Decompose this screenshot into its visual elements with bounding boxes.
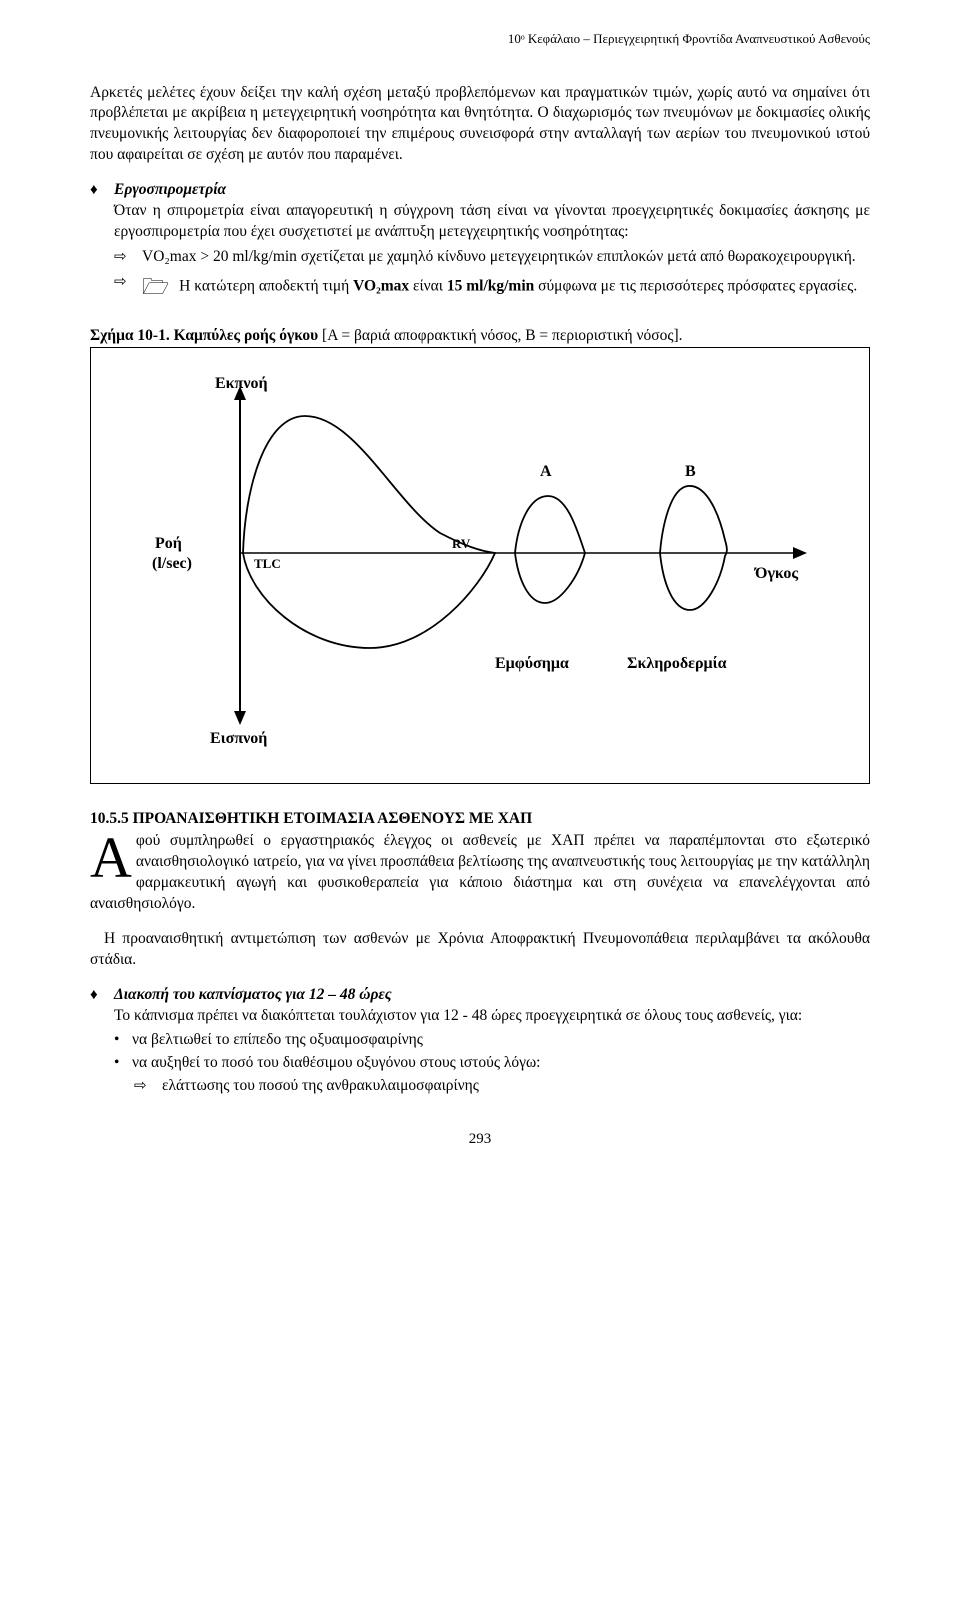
smoking-b2: να αυξηθεί το ποσό του διαθέσιμου οξυγόν… — [132, 1053, 870, 1074]
label-b: Β — [685, 463, 696, 480]
section-10-5-5-body: Αφού συμπληρωθεί ο εργαστηριακός έλεγχος… — [90, 831, 870, 915]
label-emfysima: Εμφύσημα — [495, 655, 569, 672]
arrow-icon: ⇨ — [134, 1076, 162, 1097]
section-10-5-5-heading: 10.5.5 ΠΡΟΑΝΑΙΣΘΗΤΙΚΗ ΕΤΟΙΜΑΣΙΑ ΑΣΘΕΝΟΥΣ… — [90, 809, 870, 830]
smoking-b2a: ελάττωσης του ποσού της ανθρακυλαιμοσφαι… — [162, 1076, 870, 1097]
figure-box: Εκπνοή Ροή (l/sec) TLC RV Α Β Όγκος — [90, 347, 870, 784]
label-lsec: (l/sec) — [152, 555, 192, 572]
ergo-arrow1: VO₂max > 20 ml/kg/min σχετίζεται με χαμη… — [142, 247, 870, 268]
smoking-title: Διακοπή του καπνίσματος για 12 – 48 ώρες — [114, 986, 392, 1003]
smoking-b1: να βελτιωθεί το επίπεδο της οξυαιμοσφαιρ… — [132, 1030, 870, 1051]
ergo-arrow2: 🗁 Η κατώτερη αποδεκτή τιμή VO₂max είναι … — [142, 272, 870, 302]
label-ekpnoi: Εκπνοή — [215, 375, 268, 392]
label-tlc: TLC — [254, 556, 281, 571]
flow-volume-chart: Εκπνοή Ροή (l/sec) TLC RV Α Β Όγκος — [111, 368, 849, 748]
label-roi: Ροή — [155, 535, 182, 552]
dropcap-letter: Α — [90, 831, 136, 881]
ergo-title: Εργοσπιρομετρία — [114, 181, 226, 198]
label-eispnoi: Εισπνοή — [210, 730, 267, 747]
arrow-icon: ⇨ — [114, 272, 142, 302]
page-number: 293 — [90, 1129, 870, 1149]
paragraph-intro: Αρκετές μελέτες έχουν δείξει την καλή σχ… — [90, 83, 870, 167]
diamond-icon: ♦ — [90, 180, 114, 305]
label-ogkos: Όγκος — [753, 565, 798, 582]
label-a: Α — [540, 463, 552, 480]
figure-caption: Σχήμα 10-1. Καμπύλες ροής όγκου [Α = βαρ… — [90, 326, 870, 347]
label-rv: RV — [452, 536, 471, 551]
smoking-body: Το κάπνισμα πρέπει να διακόπτεται τουλάχ… — [114, 1007, 802, 1024]
page-header: 10ᵒ Κεφάλαιο – Περιεγχειρητική Φροντίδα … — [90, 30, 870, 48]
diamond-icon: ♦ — [90, 985, 114, 1099]
folder-icon: 🗁 — [142, 272, 169, 302]
bullet-icon: • — [114, 1030, 132, 1051]
bullet-icon: • — [114, 1053, 132, 1074]
smoking-section: ♦ Διακοπή του καπνίσματος για 12 – 48 ώρ… — [90, 985, 870, 1099]
label-sklirodermia: Σκληροδερμία — [627, 655, 727, 672]
arrow-icon: ⇨ — [114, 247, 142, 268]
ergospirometry-section: ♦ Εργοσπιρομετρία Όταν η σπιρομετρία είν… — [90, 180, 870, 305]
ergo-body: Όταν η σπιρομετρία είναι απαγορευτική η … — [114, 202, 870, 240]
section-10-5-5-para2: Η προαναισθητική αντιμετώπιση των ασθενώ… — [90, 929, 870, 971]
